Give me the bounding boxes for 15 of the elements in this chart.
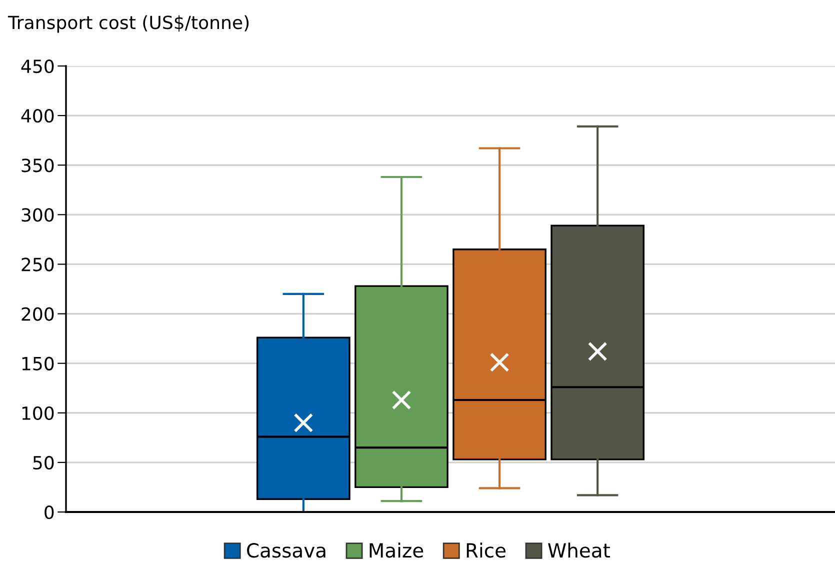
y-tick-label: 100 [22, 406, 54, 420]
y-tick-label: 150 [22, 356, 54, 370]
legend-label: Rice [466, 542, 506, 558]
y-tick-label: 450 [21, 59, 54, 74]
y-tick-label: 200 [22, 307, 54, 321]
legend-label: Wheat [548, 542, 610, 558]
legend-label: Maize [370, 542, 424, 558]
y-tick-label: 250 [22, 258, 54, 272]
y-tick-label: 50 [33, 456, 54, 470]
y-tick-label: 350 [22, 158, 54, 172]
y-tick-label: 300 [22, 208, 54, 222]
y-axis-title: Transport cost (US$/tonne) [8, 15, 249, 33]
y-tick-label: 0 [44, 505, 54, 520]
y-tick-label: 400 [21, 109, 54, 123]
legend-label: Cassava [247, 543, 326, 558]
